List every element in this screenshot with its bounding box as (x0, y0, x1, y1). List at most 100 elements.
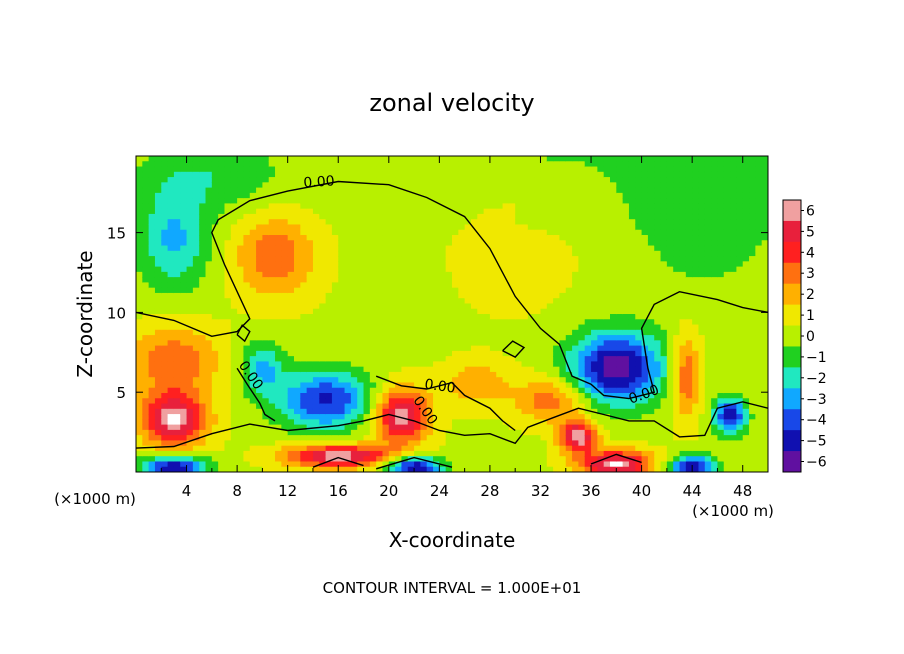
heatmap-cell (205, 387, 213, 394)
heatmap-cell (173, 377, 181, 384)
heatmap-cell (256, 382, 263, 389)
heatmap-cell (224, 398, 232, 405)
heatmap-cell (218, 461, 226, 468)
heatmap-cell (262, 229, 270, 236)
heatmap-cell (350, 456, 358, 463)
heatmap-cell (268, 208, 276, 215)
heatmap-cell (376, 461, 384, 468)
heatmap-cell (591, 424, 598, 431)
heatmap-cell (464, 292, 472, 299)
heatmap-cell (249, 408, 257, 415)
heatmap-cell (578, 366, 586, 373)
heatmap-cell (344, 208, 352, 215)
heatmap-cell (496, 356, 504, 362)
heatmap-cell (628, 287, 636, 294)
heatmap-cell (401, 466, 409, 472)
heatmap-cell (641, 356, 649, 362)
heatmap-cell (300, 166, 308, 173)
heatmap-cell (382, 177, 390, 183)
heatmap-cell (294, 403, 301, 410)
heatmap-cell (256, 171, 263, 178)
heatmap-cell (433, 287, 440, 294)
heatmap-cell (161, 419, 169, 426)
heatmap-cell (357, 308, 365, 315)
heatmap-cell (275, 271, 282, 278)
heatmap-cell (546, 203, 554, 210)
heatmap-cell (331, 229, 339, 236)
heatmap-cell (622, 208, 630, 215)
heatmap-cell (578, 198, 586, 204)
heatmap-cell (414, 350, 421, 357)
heatmap-cell (331, 329, 339, 336)
heatmap-cell (142, 450, 150, 457)
heatmap-cell (199, 156, 207, 162)
heatmap-cell (433, 393, 440, 399)
heatmap-cell (154, 219, 162, 226)
heatmap-cell (325, 445, 333, 452)
heatmap-cell (464, 266, 472, 273)
heatmap-cell (395, 445, 403, 452)
heatmap-cell (616, 208, 624, 215)
heatmap-cell (173, 356, 181, 362)
heatmap-cell (654, 177, 662, 183)
heatmap-cell (154, 256, 162, 262)
heatmap-cell (154, 414, 162, 420)
heatmap-cell (489, 224, 497, 231)
heatmap-cell (622, 224, 630, 231)
heatmap-cell (414, 240, 421, 247)
heatmap-cell (515, 261, 523, 268)
heatmap-cell (331, 298, 339, 305)
heatmap-cell (521, 298, 529, 305)
heatmap-cell (161, 398, 169, 405)
heatmap-cell (452, 340, 459, 347)
heatmap-cell (262, 450, 270, 457)
heatmap-cell (142, 198, 150, 204)
heatmap-cell (616, 182, 624, 189)
heatmap-cell (610, 308, 617, 315)
heatmap-cell (338, 361, 346, 368)
heatmap-cell (173, 366, 181, 373)
heatmap-cell (458, 219, 466, 226)
heatmap-cell (180, 450, 188, 457)
heatmap-cell (142, 366, 150, 373)
heatmap-cell (641, 203, 649, 210)
heatmap-cell (192, 198, 200, 204)
heatmap-cell (521, 177, 529, 183)
chart-title: zonal velocity (369, 89, 534, 117)
heatmap-cell (578, 261, 586, 268)
heatmap-cell (654, 261, 662, 268)
heatmap-cell (249, 335, 257, 341)
heatmap-cell (654, 198, 662, 204)
heatmap-cell (357, 303, 365, 310)
heatmap-cell (470, 398, 478, 405)
heatmap-cell (256, 387, 263, 394)
heatmap-cell (180, 393, 188, 399)
heatmap-cell (401, 303, 409, 310)
heatmap-cell (154, 261, 162, 268)
heatmap-cell (154, 319, 162, 326)
heatmap-cell (420, 208, 428, 215)
heatmap-cell (268, 435, 276, 441)
heatmap-cell (154, 224, 162, 231)
heatmap-cell (319, 445, 327, 452)
heatmap-cell (515, 382, 523, 389)
heatmap-cell (192, 235, 200, 241)
heatmap-cell (610, 192, 617, 199)
heatmap-cell (584, 424, 592, 431)
heatmap-cell (180, 245, 188, 252)
heatmap-cell (224, 440, 232, 447)
heatmap-cell (433, 308, 440, 315)
heatmap-cell (401, 277, 409, 283)
heatmap-cell (218, 298, 226, 305)
heatmap-cell (142, 182, 150, 189)
heatmap-cell (515, 324, 523, 331)
heatmap-cell (477, 445, 485, 452)
heatmap-cell (439, 292, 447, 299)
heatmap-cell (268, 324, 276, 331)
heatmap-cell (502, 187, 510, 194)
heatmap-cell (312, 308, 320, 315)
heatmap-cell (224, 319, 232, 326)
heatmap-cell (515, 329, 523, 336)
heatmap-cell (376, 161, 384, 168)
